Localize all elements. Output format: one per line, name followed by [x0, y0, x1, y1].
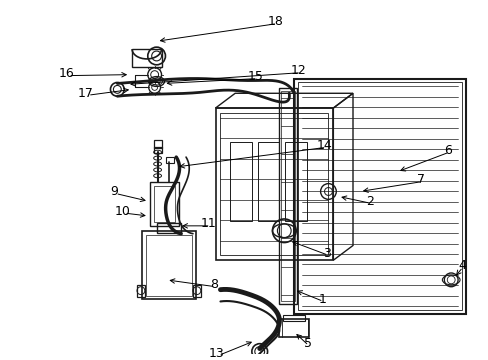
Text: 14: 14	[316, 139, 332, 152]
Text: 15: 15	[247, 70, 263, 83]
Text: 13: 13	[208, 347, 224, 360]
Bar	[153, 186, 175, 222]
Text: 5: 5	[303, 337, 311, 350]
Text: 18: 18	[267, 15, 283, 28]
Bar	[153, 147, 161, 153]
Bar	[156, 223, 181, 233]
Text: 11: 11	[201, 217, 216, 230]
Bar	[281, 91, 294, 301]
Bar	[137, 285, 144, 297]
Text: 4: 4	[457, 258, 465, 272]
Bar	[230, 143, 251, 221]
Text: 12: 12	[290, 64, 306, 77]
Bar	[220, 113, 328, 255]
Text: 10: 10	[114, 204, 130, 217]
Bar	[293, 78, 465, 314]
Bar	[297, 82, 461, 310]
Bar	[166, 157, 174, 163]
Bar	[132, 49, 161, 67]
Text: 1: 1	[318, 293, 326, 306]
Bar	[145, 235, 192, 296]
Bar	[279, 88, 296, 305]
Bar	[142, 231, 196, 300]
Text: 3: 3	[323, 247, 331, 260]
Bar	[279, 319, 308, 337]
Text: 7: 7	[416, 173, 424, 186]
Text: 6: 6	[444, 144, 451, 157]
Text: 9: 9	[110, 185, 118, 198]
Bar	[193, 285, 201, 297]
Text: 2: 2	[365, 195, 373, 208]
Bar	[285, 143, 306, 221]
Bar	[149, 182, 179, 226]
Bar	[153, 140, 161, 148]
Bar	[215, 108, 333, 260]
Bar	[283, 315, 304, 321]
Text: 16: 16	[58, 67, 74, 80]
Bar	[257, 143, 279, 221]
Text: 17: 17	[78, 87, 94, 100]
Text: 8: 8	[210, 278, 218, 291]
